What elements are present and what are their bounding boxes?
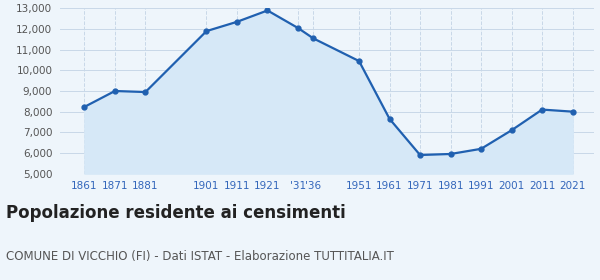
Text: Popolazione residente ai censimenti: Popolazione residente ai censimenti [6, 204, 346, 222]
Text: COMUNE DI VICCHIO (FI) - Dati ISTAT - Elaborazione TUTTITALIA.IT: COMUNE DI VICCHIO (FI) - Dati ISTAT - El… [6, 250, 394, 263]
